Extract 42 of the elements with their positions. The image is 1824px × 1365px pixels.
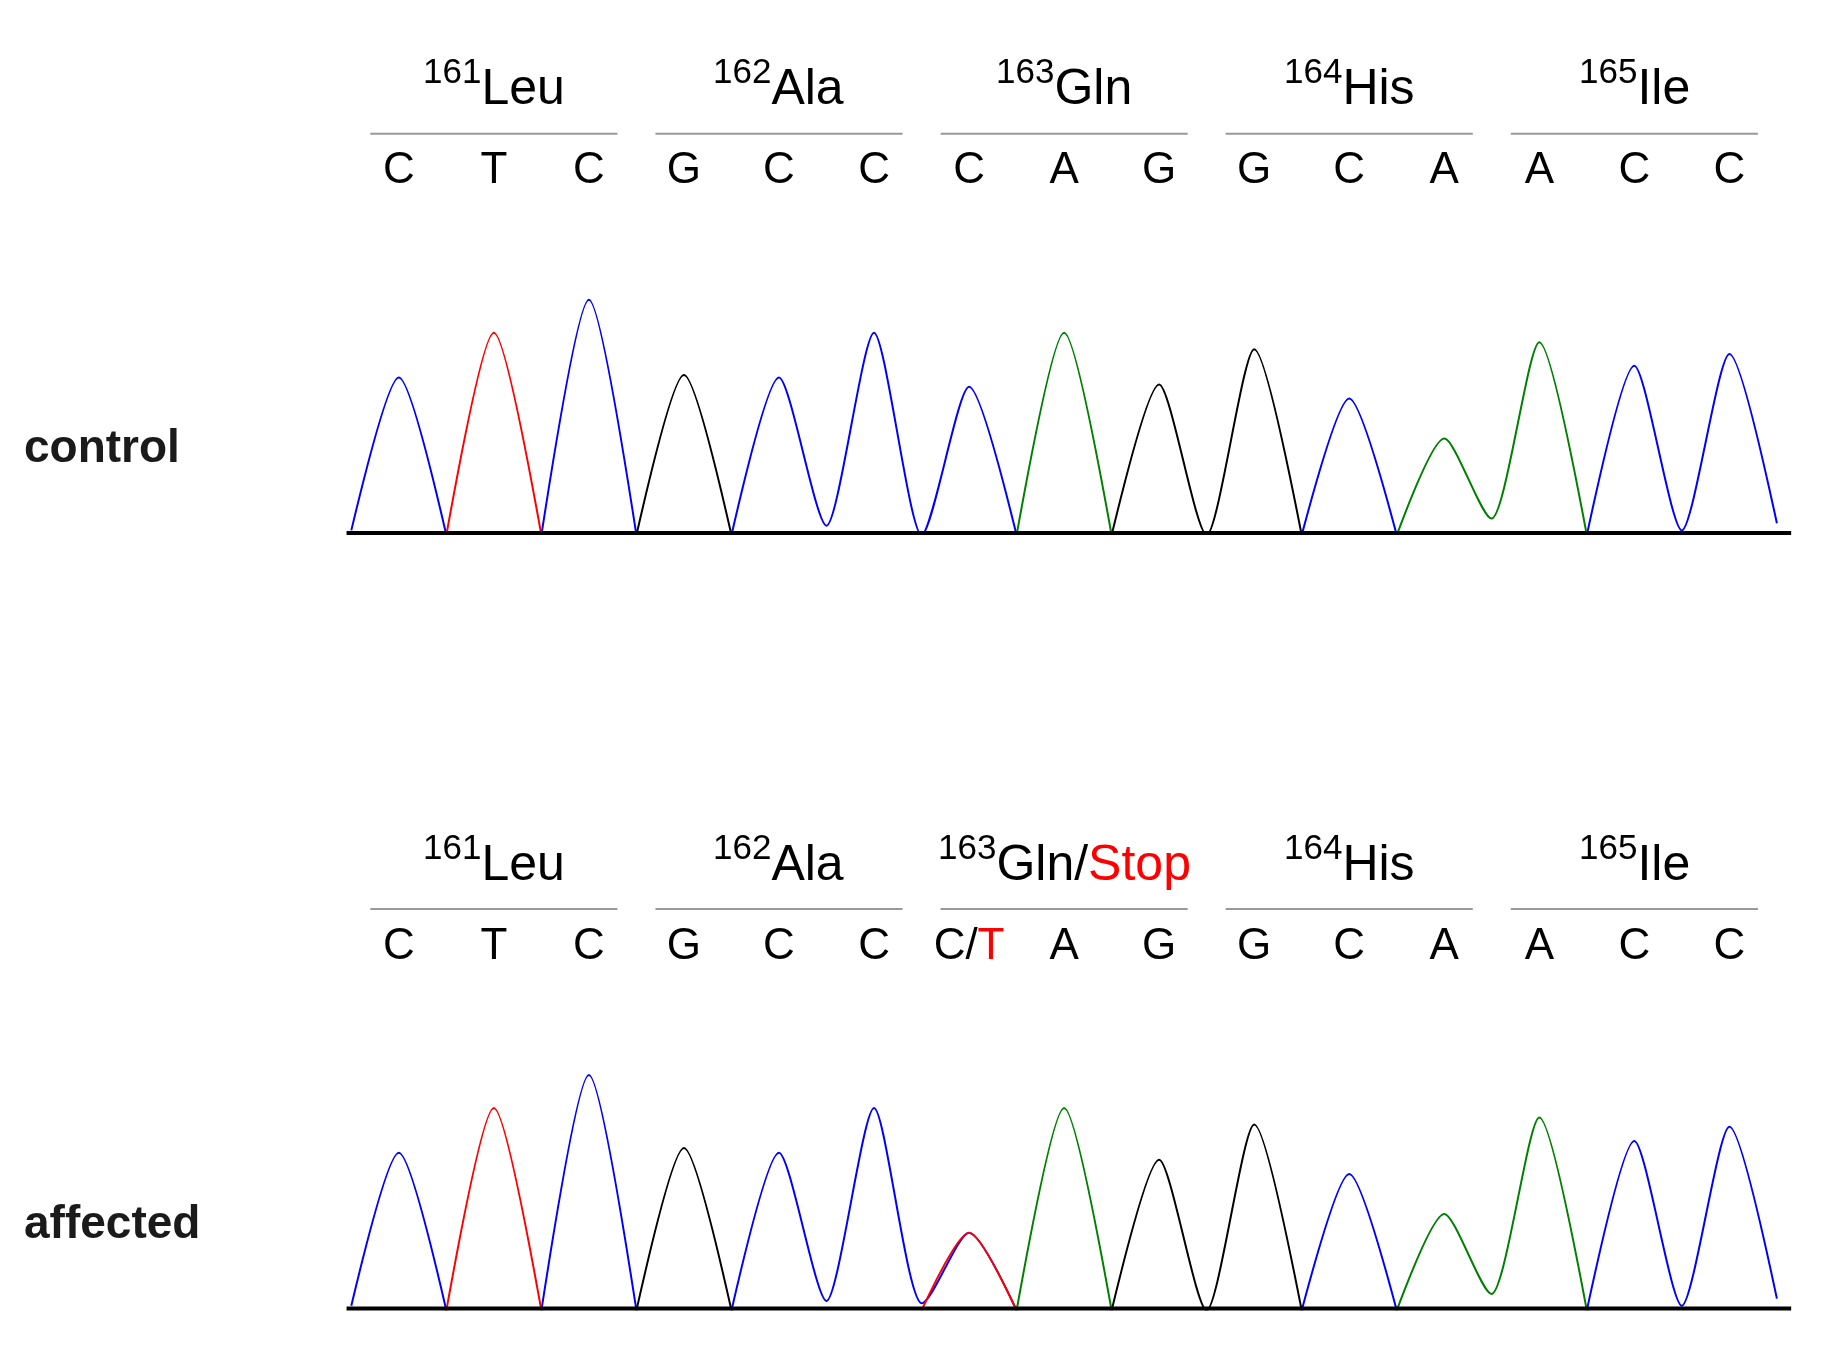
x-tick-label: C/T <box>933 918 1005 968</box>
x-tick-label: G <box>1237 918 1272 968</box>
x-tick-label: T <box>480 143 508 193</box>
x-tick-label: C <box>382 918 415 968</box>
text: $^{163}$Gln/Stop <box>938 827 1191 891</box>
x-tick-label: C <box>573 143 605 193</box>
x-tick-label: G <box>1237 143 1272 193</box>
x-tick-label: T <box>480 918 508 968</box>
x-tick-label: C <box>382 143 415 193</box>
x-tick-label: C <box>573 918 605 968</box>
x-tick-label: C <box>1713 143 1746 193</box>
x-tick-label: C <box>1333 143 1366 193</box>
text: $^{163}$Gln <box>996 51 1133 115</box>
text: $^{161}$Leu <box>423 51 565 115</box>
x-tick-label: A <box>1049 918 1080 968</box>
x-tick-label: G <box>1142 918 1177 968</box>
x-tick-label: C <box>1713 918 1746 968</box>
text: $^{162}$Ala <box>713 51 844 115</box>
text: $^{164}$His <box>1284 827 1415 891</box>
text: $^{165}$Ile <box>1579 51 1691 115</box>
x-tick-label: C <box>1618 143 1651 193</box>
text: $^{165}$Ile <box>1579 827 1691 891</box>
x-tick-label: C <box>763 918 795 968</box>
x-tick-label: C <box>1333 918 1366 968</box>
text: $^{161}$Leu <box>423 827 565 891</box>
x-tick-label: G <box>666 918 702 968</box>
x-tick-label: G <box>666 143 702 193</box>
text: affected <box>24 1196 201 1248</box>
x-tick-label: A <box>1429 918 1460 968</box>
text: control <box>24 420 180 472</box>
x-tick-label: A <box>1524 143 1555 193</box>
text: $^{164}$His <box>1284 51 1415 115</box>
x-tick-label: A <box>1524 918 1555 968</box>
x-tick-label: A <box>1429 143 1460 193</box>
x-tick-label: G <box>1142 143 1177 193</box>
x-tick-label: A <box>1049 143 1080 193</box>
text: $^{162}$Ala <box>713 827 844 891</box>
x-tick-label: C <box>858 918 890 968</box>
x-tick-label: C <box>953 143 985 193</box>
x-tick-label: C <box>763 143 795 193</box>
x-tick-label: C <box>858 143 890 193</box>
x-tick-label: C <box>1618 918 1651 968</box>
